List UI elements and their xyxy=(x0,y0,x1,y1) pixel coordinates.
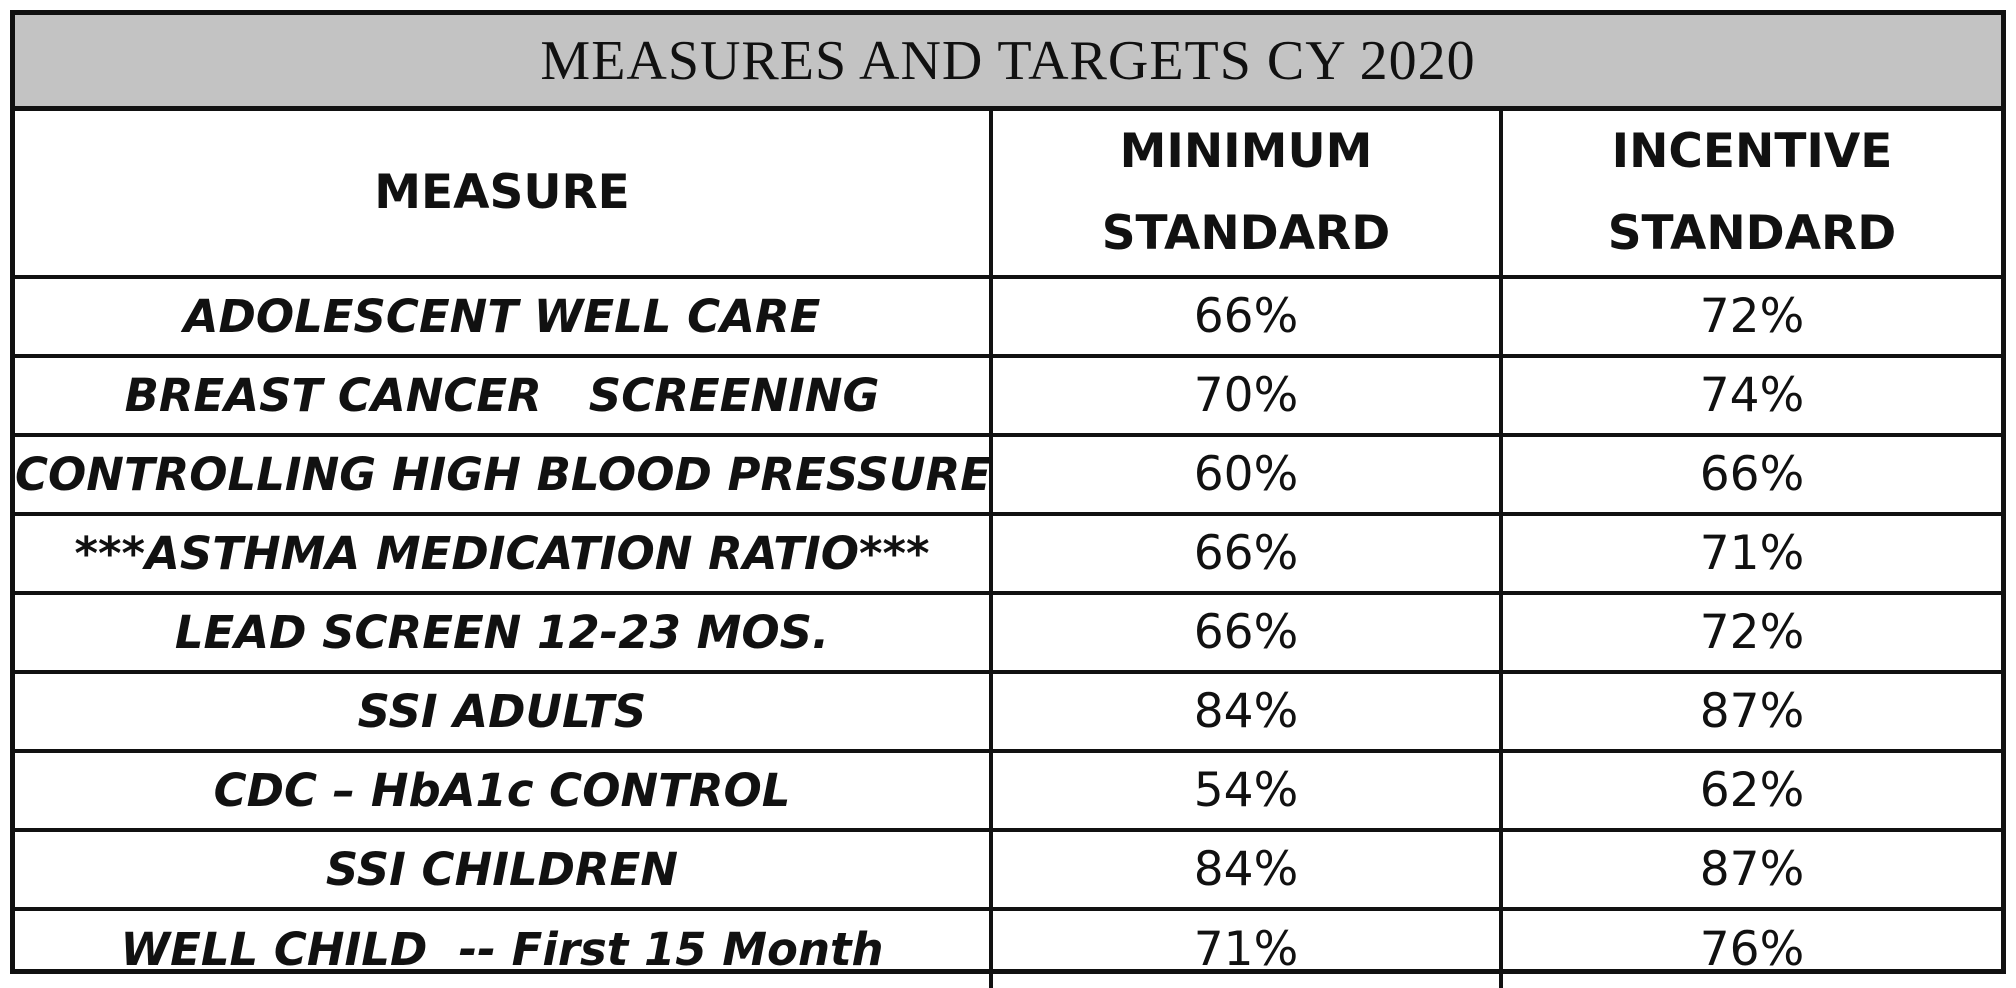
table-row: CONTROLLING HIGH BLOOD PRESSURE 60% 66% xyxy=(15,433,2001,516)
table-title: MEASURES AND TARGETS CY 2020 xyxy=(15,15,2001,111)
minimum-standard-cell: 66% xyxy=(989,275,1503,358)
column-header-incentive-standard: INCENTIVE STANDARD xyxy=(1499,111,2001,279)
measure-cell: ***ASTHMA MEDICATION RATIO*** xyxy=(15,512,993,595)
minimum-standard-cell: 84% xyxy=(989,828,1503,911)
incentive-standard-cell: 87% xyxy=(1499,828,2001,911)
column-header-measure: MEASURE xyxy=(15,111,993,279)
measure-cell: SSI CHILDREN xyxy=(15,828,993,911)
measure-cell: SSI ADULTS xyxy=(15,670,993,753)
measures-table-document: MEASURES AND TARGETS CY 2020 MEASURE MIN… xyxy=(10,10,2006,988)
column-header-minimum-line1: MINIMUM xyxy=(1119,124,1373,179)
measure-cell: LEAD SCREEN 12-23 MOS. xyxy=(15,591,993,674)
incentive-standard-cell: 87% xyxy=(1499,670,2001,753)
table-row: SSI ADULTS 84% 87% xyxy=(15,670,2001,753)
column-header-incentive-line1: INCENTIVE xyxy=(1611,124,1893,179)
table-row: CDC – HbA1c CONTROL 54% 62% xyxy=(15,749,2001,832)
table-row: ***ASTHMA MEDICATION RATIO*** 66% 71% xyxy=(15,512,2001,595)
column-header-measure-label: MEASURE xyxy=(374,165,630,220)
incentive-standard-cell: 72% xyxy=(1499,591,2001,674)
measure-cell: WELL CHILD -- First 15 Month xyxy=(15,907,993,988)
minimum-standard-cell: 71% xyxy=(989,907,1503,988)
table-row: ADOLESCENT WELL CARE 66% 72% xyxy=(15,275,2001,358)
measure-cell: CONTROLLING HIGH BLOOD PRESSURE xyxy=(15,433,993,516)
minimum-standard-cell: 66% xyxy=(989,591,1503,674)
minimum-standard-cell: 70% xyxy=(989,354,1503,437)
incentive-standard-cell: 62% xyxy=(1499,749,2001,832)
minimum-standard-cell: 84% xyxy=(989,670,1503,753)
incentive-standard-cell: 74% xyxy=(1499,354,2001,437)
minimum-standard-cell: 54% xyxy=(989,749,1503,832)
incentive-standard-cell: 71% xyxy=(1499,512,2001,595)
column-header-minimum-standard: MINIMUM STANDARD xyxy=(989,111,1503,279)
table-row: WELL CHILD -- First 15 Month 71% 76% xyxy=(15,907,2001,988)
column-header-minimum-line2: STANDARD xyxy=(1101,206,1391,261)
measure-cell: ADOLESCENT WELL CARE xyxy=(15,275,993,358)
minimum-standard-cell: 66% xyxy=(989,512,1503,595)
incentive-standard-cell: 72% xyxy=(1499,275,2001,358)
measure-cell: BREAST CANCER SCREENING xyxy=(15,354,993,437)
measures-table: MEASURE MINIMUM STANDARD INCENTIVE STAND… xyxy=(15,111,2001,988)
incentive-standard-cell: 76% xyxy=(1499,907,2001,988)
minimum-standard-cell: 60% xyxy=(989,433,1503,516)
column-header-incentive-line2: STANDARD xyxy=(1607,206,1897,261)
table-row: BREAST CANCER SCREENING 70% 74% xyxy=(15,354,2001,437)
measure-cell: CDC – HbA1c CONTROL xyxy=(15,749,993,832)
incentive-standard-cell: 66% xyxy=(1499,433,2001,516)
header-row: MEASURE MINIMUM STANDARD INCENTIVE STAND… xyxy=(15,111,2001,279)
table-row: SSI CHILDREN 84% 87% xyxy=(15,828,2001,911)
table-row: LEAD SCREEN 12-23 MOS. 66% 72% xyxy=(15,591,2001,674)
